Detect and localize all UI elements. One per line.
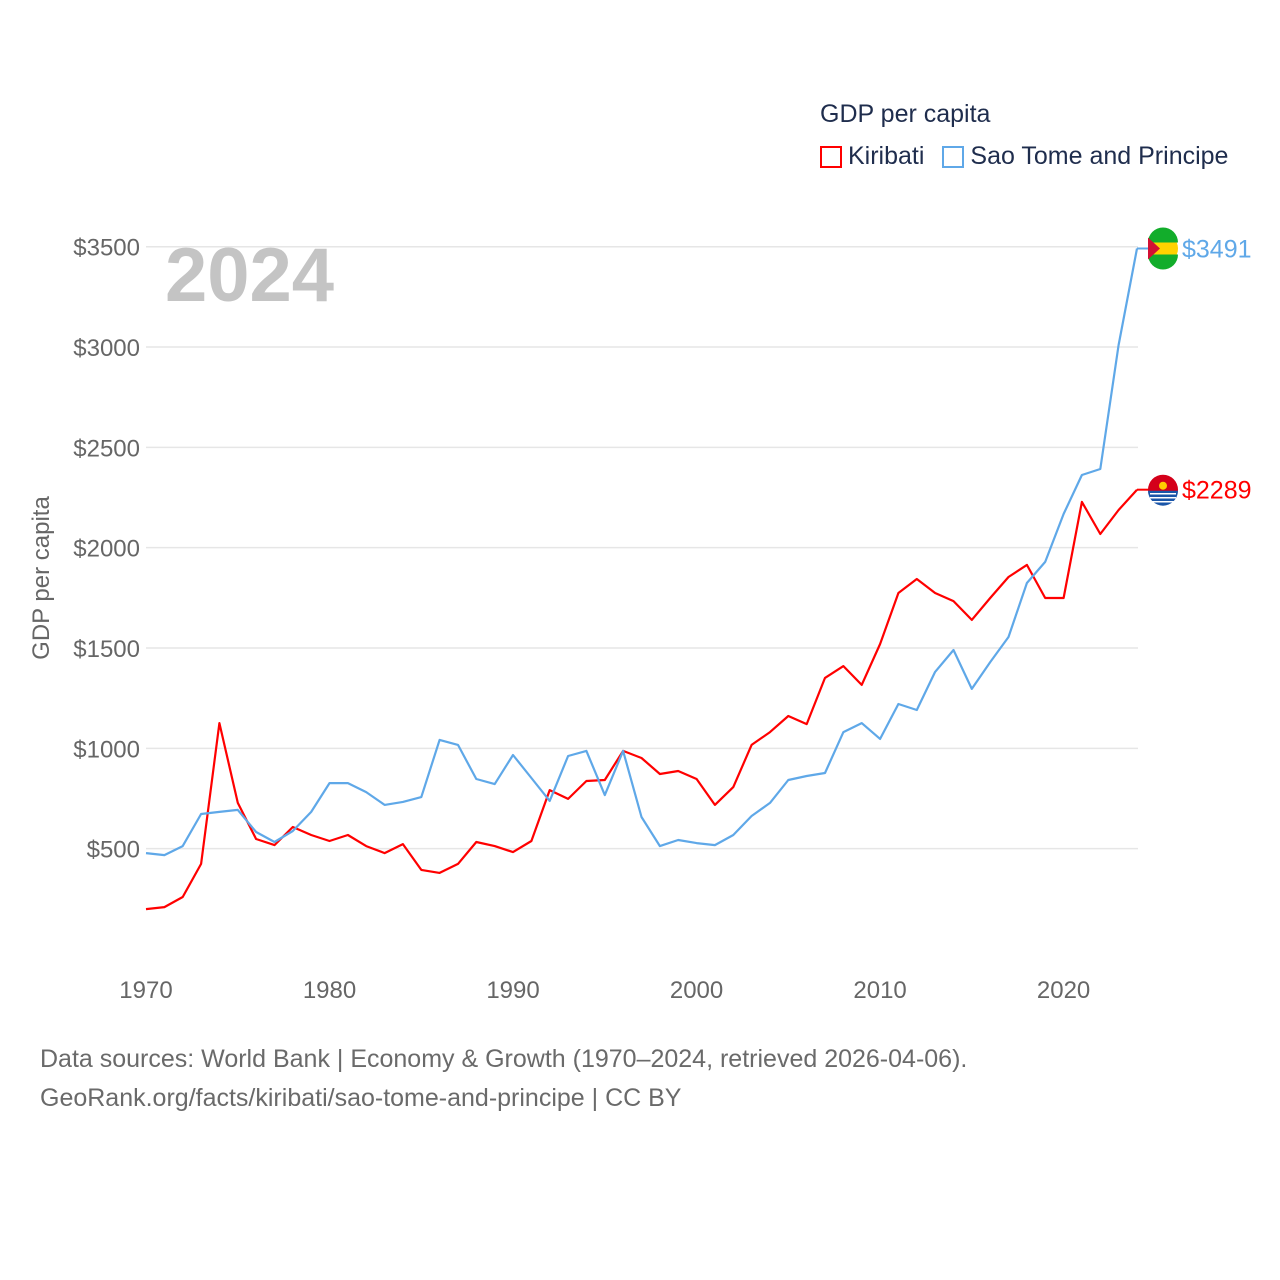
flag-sun — [1159, 481, 1167, 490]
legend-title: GDP per capita — [820, 100, 991, 128]
current-year-label: 2024 — [165, 233, 335, 318]
legend-item-sao-tome[interactable]: Sao Tome and Principe — [942, 142, 1228, 171]
y-tick-label: $500 — [87, 837, 140, 864]
footer-link[interactable]: GeoRank.org/facts/kiribati/sao-tome-and-… — [40, 1084, 682, 1112]
x-tick-label: 1990 — [486, 977, 539, 1004]
series-line-kiribati — [145, 488, 1138, 911]
end-value-label: $3491 — [1182, 235, 1252, 263]
flag-triangle — [1148, 237, 1160, 260]
x-tick-label: 2000 — [670, 977, 723, 1004]
y-axis-label: GDP per capita — [28, 496, 55, 660]
y-tick-label: $1500 — [73, 636, 140, 663]
y-tick-label: $2000 — [73, 536, 140, 563]
x-tick-label: 1970 — [119, 977, 172, 1004]
series-line-sao-tome — [145, 248, 1139, 857]
flag-green-bottom — [1148, 254, 1178, 270]
y-tick-label: $2500 — [73, 435, 140, 462]
x-tick-label: 1980 — [303, 977, 356, 1004]
x-tick-label: 2010 — [853, 977, 906, 1004]
legend-label: Sao Tome and Principe — [970, 142, 1229, 170]
y-tick-label: $3000 — [73, 335, 140, 362]
end-value-label: $2289 — [1182, 477, 1252, 505]
x-tick-label: 2020 — [1037, 977, 1090, 1004]
legend-swatch-kiribati — [820, 145, 842, 168]
legend-item-kiribati[interactable]: Kiribati — [820, 142, 924, 171]
legend: Kiribati Sao Tome and Principe — [820, 142, 1228, 171]
legend-swatch-sao-tome — [942, 145, 965, 168]
y-tick-label: $3500 — [73, 235, 140, 262]
y-tick-label: $1000 — [73, 736, 140, 763]
footer-sources: Data sources: World Bank | Economy & Gro… — [40, 1045, 968, 1073]
legend-label: Kiribati — [848, 142, 925, 170]
flag-green-top — [1148, 227, 1178, 243]
